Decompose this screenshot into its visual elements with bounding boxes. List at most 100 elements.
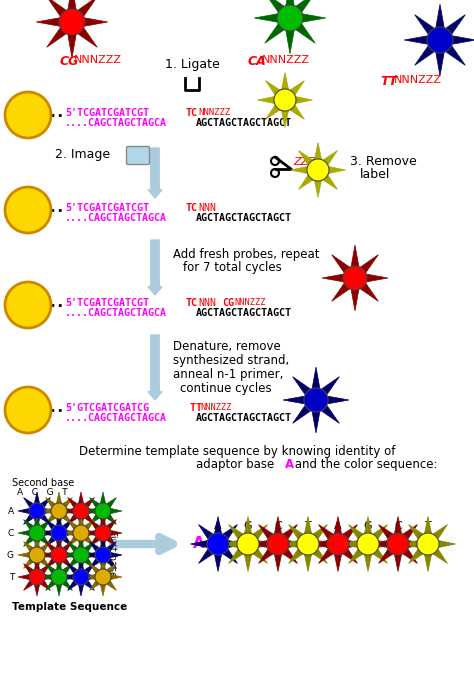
Circle shape bbox=[95, 547, 111, 563]
Text: CG: CG bbox=[222, 298, 234, 308]
Circle shape bbox=[51, 547, 67, 563]
Text: label: label bbox=[360, 168, 391, 181]
Circle shape bbox=[29, 503, 45, 519]
Circle shape bbox=[51, 503, 67, 519]
Circle shape bbox=[73, 569, 89, 585]
Text: AGCTAGCTAGCTAGCT: AGCTAGCTAGCTAGCT bbox=[196, 413, 292, 423]
Text: 5'TCGATCGATCGT: 5'TCGATCGATCGT bbox=[65, 203, 149, 213]
Polygon shape bbox=[18, 514, 56, 552]
Polygon shape bbox=[220, 516, 275, 571]
Text: adaptor base: adaptor base bbox=[196, 458, 278, 471]
Text: C: C bbox=[274, 521, 282, 531]
Polygon shape bbox=[18, 536, 56, 574]
Text: ....CAGCTAGCTAGCA: ....CAGCTAGCTAGCA bbox=[65, 413, 167, 423]
Polygon shape bbox=[310, 516, 365, 571]
Circle shape bbox=[237, 533, 259, 555]
Text: continue cycles: continue cycles bbox=[180, 382, 272, 395]
Text: NNN: NNN bbox=[198, 298, 216, 308]
Text: NNNZZZ: NNNZZZ bbox=[234, 298, 265, 307]
FancyBboxPatch shape bbox=[127, 146, 149, 164]
Text: for 7 total cycles: for 7 total cycles bbox=[183, 261, 282, 274]
Text: A: A bbox=[334, 521, 342, 531]
Text: Determine template sequence by knowing identity of: Determine template sequence by knowing i… bbox=[79, 445, 395, 458]
Circle shape bbox=[327, 533, 349, 555]
Circle shape bbox=[29, 547, 45, 563]
Polygon shape bbox=[404, 4, 474, 76]
Polygon shape bbox=[281, 516, 336, 571]
Polygon shape bbox=[62, 492, 100, 530]
Text: NNNZZZ: NNNZZZ bbox=[262, 55, 310, 65]
Text: TT: TT bbox=[184, 403, 202, 413]
Text: and the color sequence:: and the color sequence: bbox=[291, 458, 438, 471]
Polygon shape bbox=[84, 558, 122, 596]
Text: First base: First base bbox=[107, 530, 117, 577]
Circle shape bbox=[51, 525, 67, 541]
Polygon shape bbox=[191, 516, 246, 571]
Text: 2. Image: 2. Image bbox=[55, 148, 110, 161]
Polygon shape bbox=[250, 516, 306, 571]
Text: anneal n-1 primer,: anneal n-1 primer, bbox=[173, 368, 283, 381]
Polygon shape bbox=[340, 516, 395, 571]
Polygon shape bbox=[18, 492, 56, 530]
Text: A   C   G   T: A C G T bbox=[17, 488, 68, 497]
Circle shape bbox=[343, 266, 367, 290]
Text: A: A bbox=[8, 507, 14, 516]
Text: G: G bbox=[7, 550, 14, 559]
Polygon shape bbox=[36, 0, 108, 58]
Polygon shape bbox=[62, 558, 100, 596]
Polygon shape bbox=[254, 0, 326, 53]
Text: 1. Ligate: 1. Ligate bbox=[165, 58, 220, 71]
Text: 5'TCGATCGATCGT: 5'TCGATCGATCGT bbox=[65, 108, 149, 118]
Text: Second base: Second base bbox=[12, 478, 74, 488]
Circle shape bbox=[427, 27, 453, 53]
Polygon shape bbox=[62, 536, 100, 574]
Polygon shape bbox=[40, 492, 78, 530]
Text: A: A bbox=[214, 521, 222, 531]
Text: NNNZZZ: NNNZZZ bbox=[200, 403, 231, 412]
Text: T: T bbox=[425, 521, 431, 531]
Polygon shape bbox=[84, 492, 122, 530]
Text: TC: TC bbox=[186, 298, 198, 308]
Polygon shape bbox=[40, 558, 78, 596]
Polygon shape bbox=[148, 335, 162, 400]
Text: AGCTAGCTAGCTAGCT: AGCTAGCTAGCTAGCT bbox=[196, 213, 292, 223]
Text: CA: CA bbox=[248, 55, 267, 68]
Text: ZZZ: ZZZ bbox=[293, 157, 316, 167]
Circle shape bbox=[417, 533, 439, 555]
Text: NNN: NNN bbox=[198, 203, 216, 213]
Text: 3. Remove: 3. Remove bbox=[350, 155, 417, 168]
Circle shape bbox=[73, 503, 89, 519]
Circle shape bbox=[73, 525, 89, 541]
Text: G: G bbox=[244, 521, 252, 531]
Text: 5'GTCGATCGATCG: 5'GTCGATCGATCG bbox=[65, 403, 149, 413]
Polygon shape bbox=[40, 536, 78, 574]
Polygon shape bbox=[148, 240, 162, 295]
Text: A: A bbox=[285, 458, 294, 471]
Circle shape bbox=[5, 92, 51, 138]
Polygon shape bbox=[322, 245, 388, 311]
Polygon shape bbox=[291, 142, 346, 198]
Text: CG: CG bbox=[60, 55, 79, 68]
Circle shape bbox=[357, 533, 379, 555]
Text: 5'TCGATCGATCGT: 5'TCGATCGATCGT bbox=[65, 298, 149, 308]
Circle shape bbox=[95, 525, 111, 541]
Text: C: C bbox=[394, 521, 402, 531]
Text: NNNZZZ: NNNZZZ bbox=[74, 55, 122, 65]
Polygon shape bbox=[84, 536, 122, 574]
Circle shape bbox=[95, 503, 111, 519]
Circle shape bbox=[95, 569, 111, 585]
Circle shape bbox=[207, 533, 229, 555]
Circle shape bbox=[267, 533, 289, 555]
Circle shape bbox=[304, 388, 328, 412]
Circle shape bbox=[51, 569, 67, 585]
Circle shape bbox=[5, 187, 51, 233]
Text: AGCTAGCTAGCTAGCT: AGCTAGCTAGCTAGCT bbox=[196, 308, 292, 318]
Text: T: T bbox=[305, 521, 311, 531]
Text: Denature, remove: Denature, remove bbox=[173, 340, 281, 353]
Polygon shape bbox=[371, 516, 426, 571]
Text: Add fresh probes, repeat: Add fresh probes, repeat bbox=[173, 248, 319, 261]
Text: ....CAGCTAGCTAGCA: ....CAGCTAGCTAGCA bbox=[65, 213, 167, 223]
Polygon shape bbox=[283, 367, 349, 433]
Text: TT: TT bbox=[380, 75, 397, 88]
Polygon shape bbox=[18, 558, 56, 596]
